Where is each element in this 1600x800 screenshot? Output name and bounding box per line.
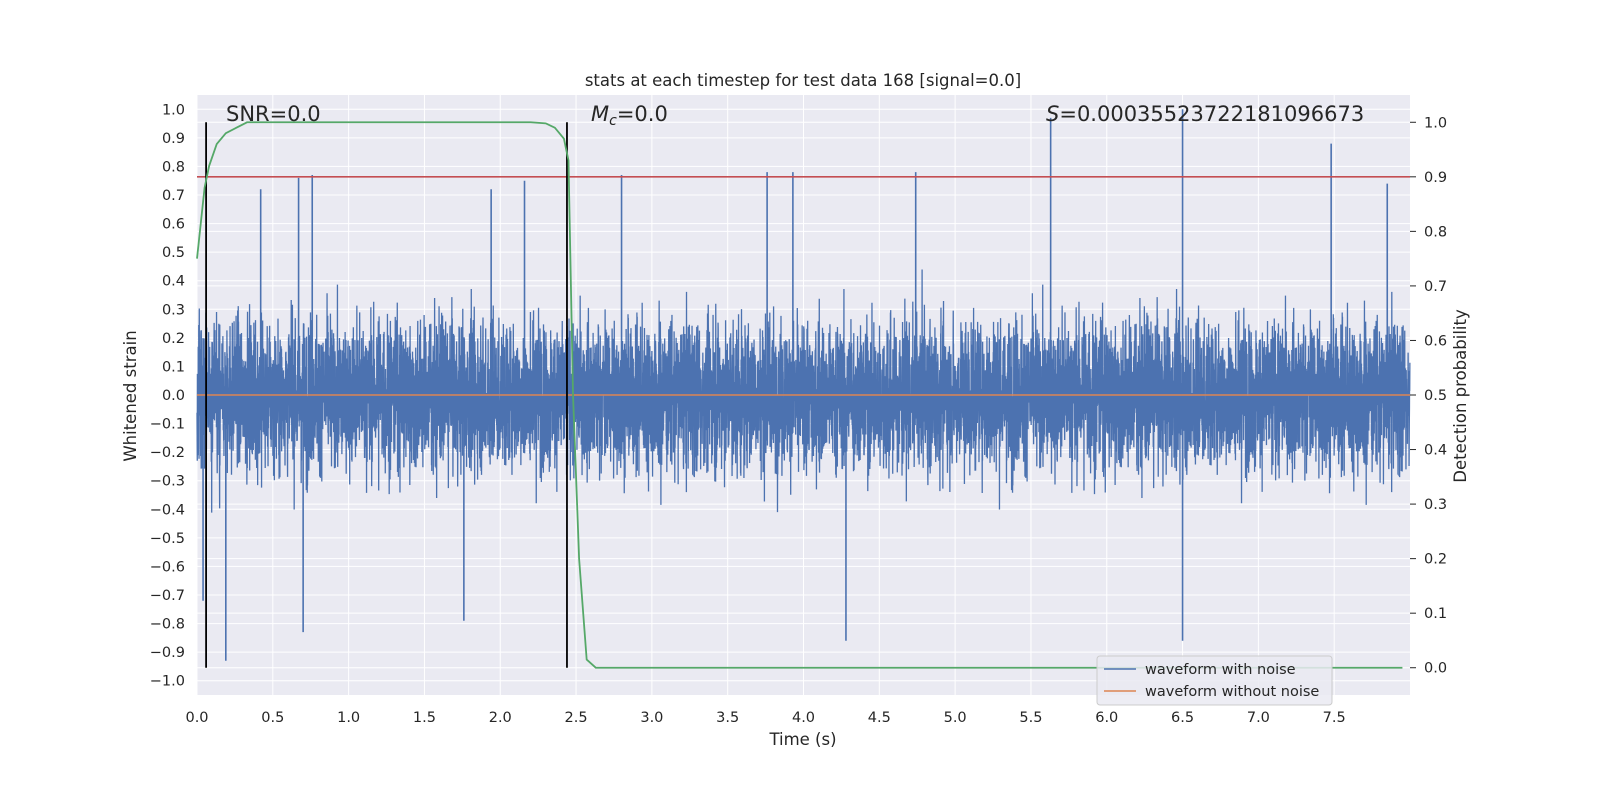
x-axis-label: Time (s): [768, 730, 836, 749]
legend-box: [1096, 655, 1333, 706]
y2-axis-label: Detection probability: [1451, 309, 1470, 483]
y-tick-label: −0.3: [150, 474, 185, 490]
y-tick-label: 0.6: [162, 217, 185, 233]
legend-label-waveform-without-noise: waveform without noise: [1145, 684, 1319, 700]
y-tick-label: 0.4: [162, 274, 185, 290]
chart-title: stats at each timestep for test data 168…: [585, 71, 1021, 90]
x-tick-label: 7.0: [1247, 710, 1270, 726]
y-tick-label: −1.0: [150, 674, 185, 690]
y2-tick-label: 0.6: [1424, 333, 1447, 349]
legend: waveform with noise waveform without noi…: [1096, 655, 1333, 706]
chirp-mass-annotation: Mc=0.0: [591, 102, 668, 129]
y2-tick-label: 0.4: [1424, 443, 1447, 459]
y-tick-label: −0.2: [150, 445, 185, 461]
x-tick-label: 2.0: [489, 710, 512, 726]
detection-probability-line: [196, 121, 1403, 669]
y-tick-label: 0.3: [162, 302, 185, 318]
legend-label-waveform-with-noise: waveform with noise: [1145, 662, 1296, 678]
x-tick-label: 1.5: [413, 710, 436, 726]
y2-tick-label: 0.1: [1424, 606, 1447, 622]
x-tick-label: 4.0: [792, 710, 815, 726]
chirp-mass-value: =0.0: [617, 102, 668, 126]
chirp-mass-subscript: c: [609, 113, 617, 129]
y-tick-label: −0.1: [150, 417, 185, 433]
y-tick-label: 0.7: [162, 188, 185, 204]
y-tick-label: 0.8: [162, 159, 185, 175]
x-tick-label: 6.0: [1095, 710, 1118, 726]
y2-tick-label: 0.2: [1424, 552, 1447, 568]
x-tick-label: 6.5: [1171, 710, 1194, 726]
x-tick-label: 3.0: [640, 710, 663, 726]
y-tick-label: −0.7: [150, 588, 185, 604]
x-tick-label: 5.5: [1019, 710, 1042, 726]
y2-tick-labels: 1.0 0.9 0.8 0.7 0.6 0.5 0.4 0.3 0.2 0.1 0.0: [1410, 115, 1447, 677]
statistic-value: =0.00035523722181096673: [1059, 102, 1364, 126]
x-tick-label: 1.0: [337, 710, 360, 726]
y2-tick-label: 0.8: [1424, 224, 1447, 240]
waveform-with-noise-series: [196, 109, 1411, 661]
y-tick-label: −0.4: [150, 502, 185, 518]
y-tick-label: 0.1: [162, 359, 185, 375]
x-tick-label: 2.5: [565, 710, 588, 726]
x-tick-label: 3.5: [716, 710, 739, 726]
y2-tick-label: 0.7: [1424, 279, 1447, 295]
y-axis-label: Whitened strain: [121, 330, 140, 461]
snr-annotation: SNR=0.0: [226, 102, 321, 126]
y-tick-label: −0.6: [150, 559, 185, 575]
y-tick-label: −0.9: [150, 645, 185, 661]
y2-tick-label: 0.0: [1424, 661, 1447, 677]
x-tick-label: 4.5: [868, 710, 891, 726]
y-tick-label: 1.0: [162, 102, 185, 118]
y-tick-label: 0.9: [162, 131, 185, 147]
y-tick-labels: 1.0 0.9 0.8 0.7 0.6 0.5 0.4 0.3 0.2 0.1 0.0 −0.1 −0.…: [150, 102, 185, 689]
y2-tick-label: 0.3: [1424, 497, 1447, 513]
x-tick-label: 5.0: [944, 710, 967, 726]
x-tick-label: 0.5: [261, 710, 284, 726]
x-tick-labels: 0.0 0.5 1.0 1.5 2.0 2.5 3.0 3.5 4.0 4.5 5.0 5.5 6.0 6…: [185, 710, 1345, 726]
y2-tick-label: 1.0: [1424, 115, 1447, 131]
statistic-symbol: S: [1046, 102, 1059, 126]
y-tick-label: 0.5: [162, 245, 185, 261]
waveform-with-noise-line: [196, 269, 1411, 513]
y2-tick-label: 0.9: [1424, 170, 1447, 186]
y2-tick-label: 0.5: [1424, 388, 1447, 404]
x-tick-label: 0.0: [185, 710, 208, 726]
y-tick-label: 0.0: [162, 388, 185, 404]
x-tick-label: 7.5: [1323, 710, 1346, 726]
y-tick-label: 0.2: [162, 331, 185, 347]
chirp-mass-symbol: M: [591, 102, 609, 126]
y-tick-label: −0.8: [150, 617, 185, 633]
overlay-lines: [196, 121, 1410, 669]
y-tick-label: −0.5: [150, 531, 185, 547]
statistic-annotation: S=0.00035523722181096673: [1046, 102, 1364, 126]
